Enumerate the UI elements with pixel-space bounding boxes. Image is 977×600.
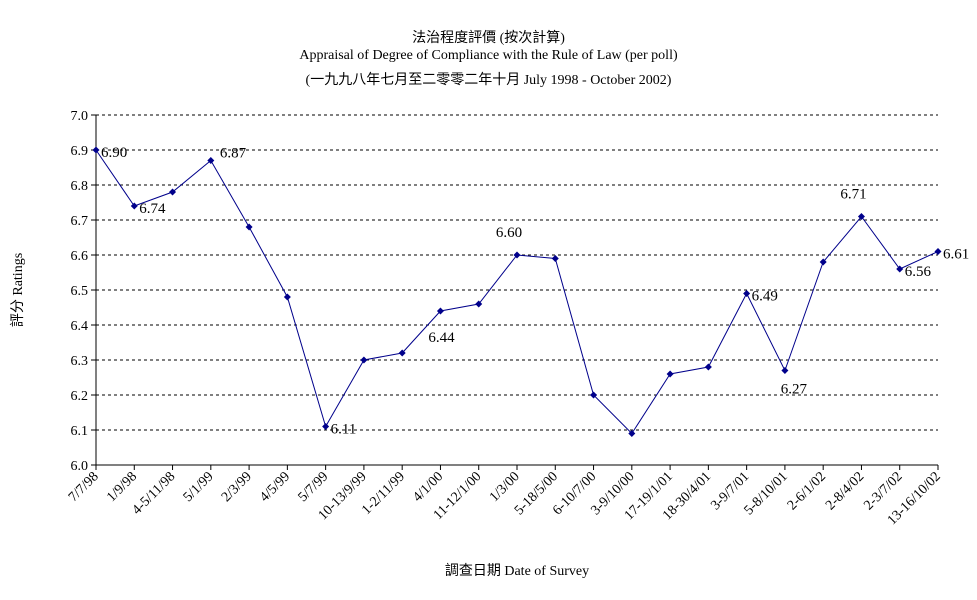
- data-point: [857, 213, 865, 220]
- x-tick-label: 2-8/4/02: [823, 469, 867, 513]
- y-tick-label: 6.6: [71, 249, 89, 264]
- x-tick-label: 4/1/00: [410, 469, 446, 505]
- data-point: [475, 300, 483, 308]
- y-tick-label: 6.1: [71, 424, 89, 439]
- y-tick-label: 6.0: [71, 459, 89, 474]
- x-tick-label: 1/3/00: [487, 469, 523, 505]
- x-tick-label: 4/5/99: [257, 469, 293, 505]
- data-point: [819, 258, 827, 266]
- data-label: 6.87: [220, 146, 247, 162]
- data-point: [245, 223, 253, 231]
- y-tick-label: 6.8: [71, 179, 89, 194]
- data-point: [360, 356, 368, 364]
- data-label: 6.74: [139, 201, 166, 217]
- data-point: [551, 255, 559, 262]
- data-labels: 6.90 6.74 6.87 6.11 6.44 6.60 6.49 6.27 6.71 6.56…: [101, 145, 969, 438]
- data-label: 6.27: [781, 382, 808, 398]
- series-ratings: [92, 146, 942, 437]
- x-tick-label: 4-5/11/98: [130, 469, 179, 518]
- data-point: [92, 146, 100, 154]
- data-point: [283, 293, 291, 301]
- data-label: 6.49: [752, 289, 778, 305]
- y-tick-label: 7.0: [71, 109, 89, 124]
- data-point: [896, 265, 904, 273]
- data-point: [704, 363, 712, 371]
- y-tick-label: 6.5: [71, 284, 89, 299]
- x-tick-label: 5/1/99: [181, 469, 217, 505]
- chart-title-chinese: 法治程度評價 (按次計算): [412, 31, 565, 46]
- y-tick-label: 6.7: [71, 214, 89, 229]
- data-label: 6.61: [943, 247, 969, 263]
- series-line: [95, 149, 939, 435]
- data-point: [398, 349, 406, 357]
- data-label: 6.56: [905, 264, 932, 280]
- data-label: 6.11: [331, 422, 357, 438]
- data-point: [207, 157, 215, 164]
- data-label: 6.90: [101, 145, 127, 161]
- y-tick-label: 6.4: [71, 319, 89, 334]
- axes: [91, 114, 939, 470]
- data-label: 6.44: [428, 330, 455, 346]
- data-point: [781, 367, 789, 374]
- chart-title-english: Appraisal of Degree of Compliance with t…: [299, 48, 678, 63]
- y-tick-label: 6.9: [71, 144, 89, 159]
- data-point: [169, 188, 177, 196]
- data-point: [590, 391, 598, 399]
- x-tick-label: 1/9/98: [104, 469, 140, 505]
- data-point: [322, 423, 330, 430]
- data-point: [743, 290, 751, 297]
- data-point: [513, 251, 521, 259]
- x-tick-label: 2-6/1/02: [785, 469, 829, 513]
- data-point: [628, 430, 636, 437]
- chart-subtitle: (一九九八年七月至二零零二年十月 July 1998 - October 200…: [305, 73, 672, 88]
- x-axis-label: 調查日期 Date of Survey: [445, 563, 589, 579]
- y-axis-label: 評分 Ratings: [10, 253, 26, 327]
- y-tick-label: 6.3: [71, 354, 89, 369]
- data-point: [666, 370, 674, 378]
- data-point: [130, 202, 138, 210]
- data-label: 6.60: [496, 225, 522, 241]
- x-tick-label: 1-2/11/99: [359, 469, 408, 518]
- x-tick-label: 7/7/98: [66, 469, 102, 505]
- x-tick-label: 2/3/99: [219, 469, 255, 505]
- x-tick-label: 5/7/99: [296, 469, 332, 505]
- data-point: [436, 307, 444, 315]
- gridlines: [96, 114, 938, 431]
- data-label: 6.71: [840, 187, 866, 203]
- y-tick-label: 6.2: [71, 389, 89, 404]
- data-point: [934, 248, 942, 255]
